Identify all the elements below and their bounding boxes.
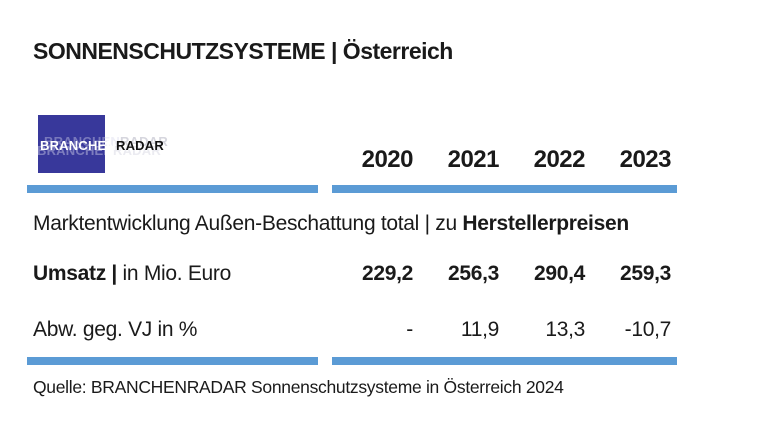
year-header-2023: 2023 (619, 146, 672, 173)
umsatz-2022: 290,4 (533, 262, 585, 285)
logo-text-ghost: BRANCHENRADAR (37, 143, 161, 158)
year-header-row: 2020 2021 2022 2023 (333, 146, 677, 174)
year-header-2022: 2022 (533, 146, 586, 173)
section-header-regular: Marktentwicklung Außen-Beschattung total… (33, 212, 463, 235)
logo-square (38, 115, 105, 173)
divider-bottom-left (27, 357, 318, 365)
divider-bottom-right (332, 357, 677, 365)
row-values-abweichung: - 11,9 13,3 -10,7 (333, 318, 677, 342)
umsatz-2021: 256,3 (447, 262, 499, 285)
abw-2023: -10,7 (624, 318, 672, 341)
abw-2022: 13,3 (545, 318, 585, 341)
row-label-abweichung: Abw. geg. VJ in % (33, 318, 198, 341)
source-note: Quelle: BRANCHENRADAR Sonnenschutzsystem… (33, 377, 564, 397)
logo-text-radar: RADAR (116, 138, 164, 153)
section-header-bold: Herstellerpreisen (462, 212, 629, 235)
row-label-umsatz: Umsatz | in Mio. Euro (33, 262, 231, 285)
logo-text-ghost: BRANCHENRADAR (44, 134, 168, 149)
abw-2021: 11,9 (460, 318, 499, 341)
abw-2020: - (406, 318, 413, 341)
year-header-2021: 2021 (447, 146, 500, 173)
umsatz-2020: 229,2 (361, 262, 413, 285)
logo-text-branchen: BRANCHEN (40, 138, 116, 153)
year-header-2020: 2020 (361, 146, 414, 173)
divider-top-left (27, 185, 318, 193)
logo-text: BRANCHENRADAR (40, 138, 164, 153)
divider-top-right (332, 185, 677, 193)
section-header-row: Marktentwicklung Außen-Beschattung total… (33, 212, 629, 236)
umsatz-2023: 259,3 (619, 262, 671, 285)
branchenradar-logo: BRANCHENRADAR BRANCHENRADAR BRANCHENRADA… (37, 115, 168, 175)
row-values-umsatz: 229,2 256,3 290,4 259,3 (333, 262, 677, 286)
page-title: SONNENSCHUTZSYSTEME | Österreich (33, 38, 453, 64)
